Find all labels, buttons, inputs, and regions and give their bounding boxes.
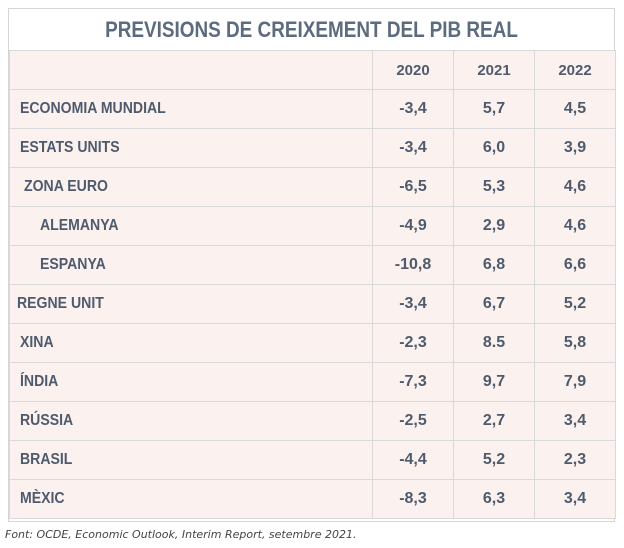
table-row: ESPANYA -10,8 6,8 6,6 (9, 245, 616, 285)
gdp-forecast-table: 2020 2021 2022 ECONOMIA MUNDIAL -3,4 5,7… (9, 50, 616, 519)
table-row: REGNE UNIT -3,4 6,7 5,2 (9, 284, 616, 324)
table-row: ECONOMIA MUNDIAL -3,4 5,7 4,5 (9, 89, 616, 129)
cell-2020: -7,3 (372, 362, 454, 402)
cell-2020: -10,8 (372, 245, 454, 285)
table-frame: PREVISIONS DE CREIXEMENT DEL PIB REAL 20… (8, 8, 616, 522)
table-row: ÍNDIA -7,3 9,7 7,9 (9, 362, 616, 402)
table-row: RÚSSIA -2,5 2,7 3,4 (9, 401, 616, 441)
row-name: REGNE UNIT (9, 284, 373, 324)
cell-2021: 6,3 (453, 479, 535, 519)
header-2022: 2022 (534, 50, 616, 90)
table-row: ESTATS UNITS -3,4 6,0 3,9 (9, 128, 616, 168)
row-name: BRASIL (9, 440, 373, 480)
row-name: XINA (9, 323, 373, 363)
cell-2020: -8,3 (372, 479, 454, 519)
cell-2021: 2,9 (453, 206, 535, 246)
cell-2021: 5,2 (453, 440, 535, 480)
row-name: ESPANYA (9, 245, 373, 285)
table-row: ALEMANYA -4,9 2,9 4,6 (9, 206, 616, 246)
table-title: PREVISIONS DE CREIXEMENT DEL PIB REAL (105, 16, 518, 42)
cell-2020: -4,9 (372, 206, 454, 246)
cell-2020: -2,3 (372, 323, 454, 363)
header-row: 2020 2021 2022 (9, 50, 616, 90)
row-name: MÈXIC (9, 479, 373, 519)
cell-2021: 9,7 (453, 362, 535, 402)
cell-2022: 3,4 (534, 479, 616, 519)
cell-2022: 4,6 (534, 206, 616, 246)
cell-2022: 3,9 (534, 128, 616, 168)
row-name: ZONA EURO (9, 167, 373, 207)
cell-2021: 6,7 (453, 284, 535, 324)
cell-2020: -6,5 (372, 167, 454, 207)
cell-2022: 7,9 (534, 362, 616, 402)
header-2021: 2021 (453, 50, 535, 90)
cell-2020: -3,4 (372, 284, 454, 324)
cell-2022: 3,4 (534, 401, 616, 441)
row-name: ÍNDIA (9, 362, 373, 402)
row-name: ALEMANYA (9, 206, 373, 246)
table-row: XINA -2,3 8.5 5,8 (9, 323, 616, 363)
row-name: ECONOMIA MUNDIAL (9, 89, 373, 129)
cell-2021: 2,7 (453, 401, 535, 441)
cell-2021: 5,3 (453, 167, 535, 207)
cell-2022: 2,3 (534, 440, 616, 480)
cell-2022: 5,2 (534, 284, 616, 324)
cell-2021: 6,8 (453, 245, 535, 285)
header-blank (9, 50, 373, 90)
table-row: ZONA EURO -6,5 5,3 4,6 (9, 167, 616, 207)
cell-2020: -4,4 (372, 440, 454, 480)
cell-2022: 4,5 (534, 89, 616, 129)
source-note: Font: OCDE, Economic Outlook, Interim Re… (5, 528, 357, 541)
table-row: MÈXIC -8,3 6,3 3,4 (9, 479, 616, 519)
cell-2020: -3,4 (372, 128, 454, 168)
row-name: RÚSSIA (9, 401, 373, 441)
cell-2022: 5,8 (534, 323, 616, 363)
cell-2021: 5,7 (453, 89, 535, 129)
cell-2021: 6,0 (453, 128, 535, 168)
row-name: ESTATS UNITS (9, 128, 373, 168)
cell-2021: 8.5 (453, 323, 535, 363)
cell-2020: -2,5 (372, 401, 454, 441)
table-row: BRASIL -4,4 5,2 2,3 (9, 440, 616, 480)
cell-2020: -3,4 (372, 89, 454, 129)
cell-2022: 4,6 (534, 167, 616, 207)
header-2020: 2020 (372, 50, 454, 90)
cell-2022: 6,6 (534, 245, 616, 285)
